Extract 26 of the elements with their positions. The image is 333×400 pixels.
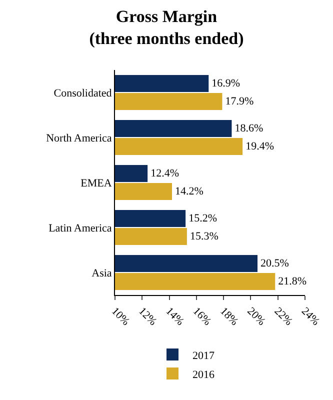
x-tick-label: 20% (244, 305, 268, 328)
x-tick-label: 22% (272, 305, 295, 328)
data-label: 15.2% (188, 212, 217, 224)
data-label: 20.5% (260, 258, 289, 270)
data-label: 19.4% (246, 140, 274, 152)
y-tick-label: EMEA (80, 177, 112, 190)
data-label: 17.9% (225, 96, 254, 108)
legend-label: 2017 (192, 350, 215, 362)
y-tick-label: Latin America (48, 222, 112, 234)
legend-label: 2016 (192, 368, 215, 381)
x-tick-label: 16% (190, 305, 214, 328)
data-label: 21.8% (278, 276, 307, 288)
y-tick-label: North America (46, 132, 112, 144)
data-label: 12.4% (150, 168, 179, 180)
data-label: 18.6% (234, 122, 264, 134)
x-tick-label: 10% (108, 305, 132, 328)
x-tick-label: 14% (163, 305, 186, 328)
data-label: 14.2% (175, 186, 204, 198)
y-tick-label: Consolidated (54, 87, 112, 100)
x-tick-label: 12% (136, 305, 159, 328)
y-tick-label: Asia (92, 267, 112, 280)
data-label: 15.3% (190, 230, 218, 242)
x-tick-label: 18% (218, 305, 240, 328)
chart-title: Gross Margin (three months ended) (89, 7, 244, 48)
x-tick-label: 24% (298, 305, 322, 328)
data-label: 16.9% (212, 78, 240, 90)
